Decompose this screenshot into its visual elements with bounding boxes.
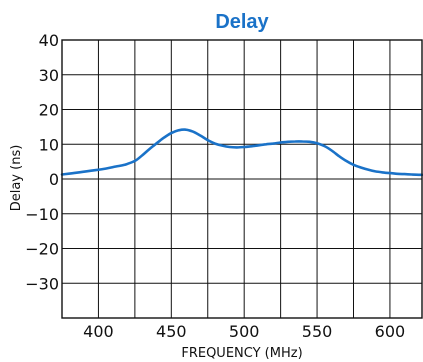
x-tick-label: 400 bbox=[83, 322, 114, 341]
delay-series-line bbox=[60, 128, 423, 177]
grid-lines bbox=[62, 40, 422, 318]
x-axis-label: FREQUENCY (MHz) bbox=[181, 346, 302, 361]
x-axis-ticks: 400 450 500 550 600 bbox=[83, 322, 405, 341]
x-tick-label: 450 bbox=[156, 322, 187, 341]
y-tick-label: 10 bbox=[39, 135, 59, 154]
y-axis-ticks: 40 30 20 10 0 −10 −20 −30 bbox=[25, 31, 59, 293]
x-tick-label: 500 bbox=[229, 322, 260, 341]
chart-title: Delay bbox=[215, 11, 269, 33]
y-tick-label: −10 bbox=[25, 205, 59, 224]
y-tick-label: −20 bbox=[25, 240, 59, 259]
y-tick-label: −30 bbox=[25, 274, 59, 293]
y-tick-label: 30 bbox=[39, 66, 59, 85]
plot-frame bbox=[61, 39, 423, 319]
y-axis-label: Delay (ns) bbox=[9, 145, 24, 212]
x-tick-label: 550 bbox=[302, 322, 333, 341]
y-tick-label: 40 bbox=[39, 31, 59, 50]
x-tick-label: 600 bbox=[375, 322, 406, 341]
y-tick-label: 0 bbox=[49, 170, 59, 189]
y-tick-label: 20 bbox=[39, 101, 59, 120]
series-layer bbox=[60, 128, 423, 177]
